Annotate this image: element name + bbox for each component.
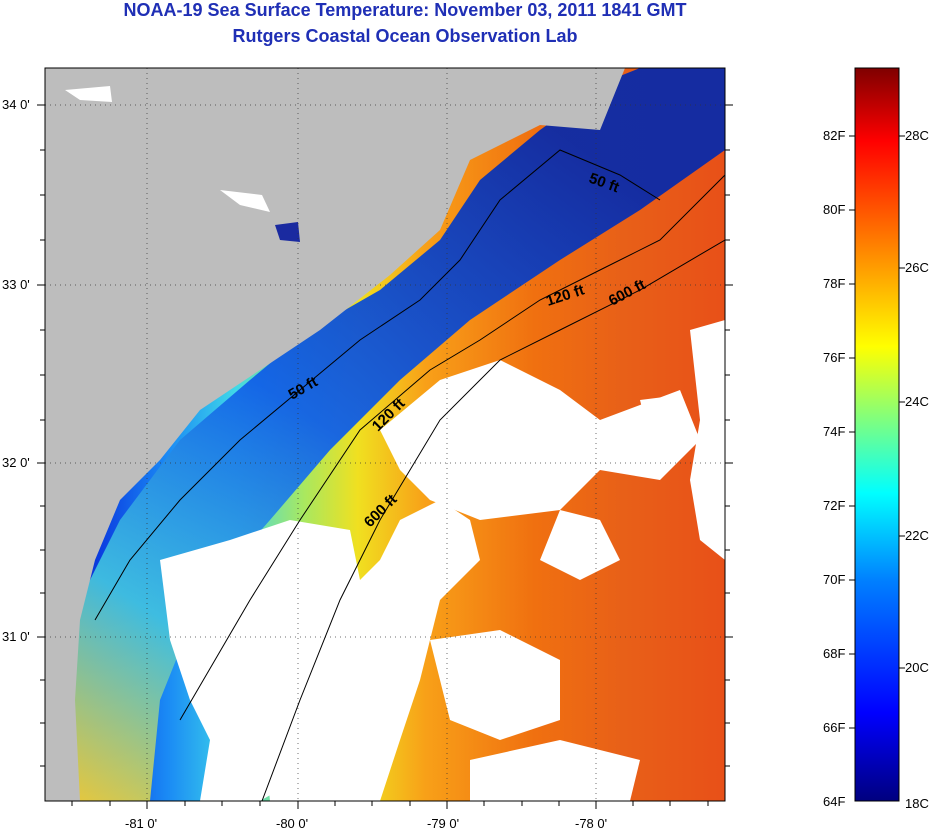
cloud-mask (430, 630, 560, 740)
colorbar-label-c: 22C (905, 528, 929, 543)
colorbar-label-c: 24C (905, 394, 929, 409)
cloud-mask (640, 395, 690, 440)
colorbar-label-f: 72F (823, 498, 846, 513)
map-frame (44, 67, 726, 802)
title-line-2: Rutgers Coastal Ocean Observation Lab (232, 26, 578, 46)
isobath-50ft (94, 149, 661, 621)
colorbar-label-f: 70F (823, 572, 846, 587)
colorbar-label-f: 82F (823, 128, 846, 143)
colorbar-label-c: 26C (905, 260, 929, 275)
axis-ticks (37, 104, 733, 809)
title-line-1: NOAA-19 Sea Surface Temperature: Novembe… (123, 0, 687, 20)
colorbar (854, 67, 900, 802)
coastal-cold-water (60, 68, 725, 801)
colorbar-label-f: 78F (823, 276, 846, 291)
cloud-mask (65, 86, 112, 102)
colorbar-label-c: 20C (905, 660, 929, 675)
colorbar-label-f: 76F (823, 350, 846, 365)
cloud-mask (260, 500, 480, 801)
colorbar-label-c: 28C (905, 128, 929, 143)
lon-label: -79 0' (427, 816, 460, 831)
cloud-mask (540, 510, 620, 580)
colorbar-label-f: 66F (823, 720, 846, 735)
colorbar-label-f: 80F (823, 202, 846, 217)
lat-label: 32 0' (2, 455, 30, 470)
inland-water (275, 222, 300, 242)
colorbar-label-f: 68F (823, 646, 846, 661)
colorbar-ticks (849, 135, 905, 729)
colorbar-label-f: 74F (823, 424, 846, 439)
colorbar-label-c: 18C (905, 796, 929, 811)
colorbar-label-f: 64F (823, 794, 846, 809)
lat-label: 31 0' (2, 629, 30, 644)
cloud-mask (470, 740, 640, 801)
isobath-600ft (261, 239, 725, 801)
land-area (45, 68, 625, 801)
lon-label: -78 0' (575, 816, 608, 831)
lon-label: -81 0' (125, 816, 158, 831)
lon-label: -80 0' (276, 816, 309, 831)
lat-label: 34 0' (2, 97, 30, 112)
lat-label: 33 0' (2, 277, 30, 292)
isobath-120ft (179, 174, 725, 721)
cloud-mask (690, 320, 725, 560)
cloud-mask (220, 190, 270, 212)
